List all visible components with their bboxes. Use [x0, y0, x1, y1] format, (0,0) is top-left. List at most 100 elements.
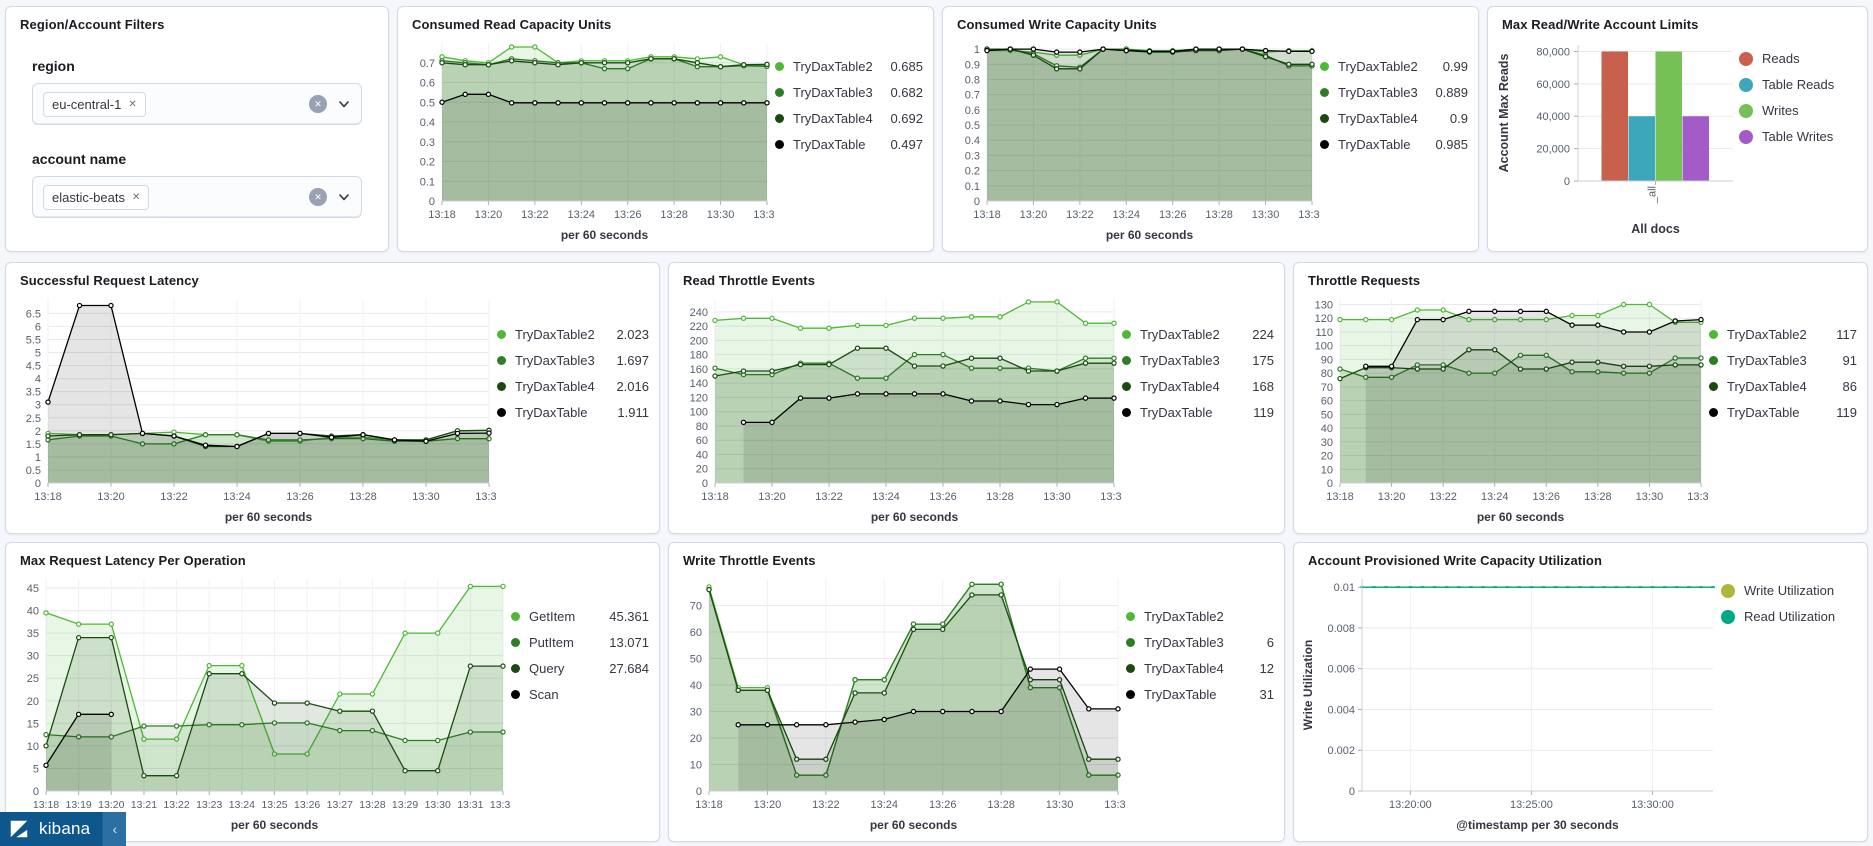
throttle-requests-chart[interactable]: 13:18 13:20 13:22 13:24 13:26 13:28 13:30 13:32…: [1300, 291, 1709, 529]
legend-item-trydaxtable[interactable]: TryDaxTable 119: [1709, 405, 1857, 420]
svg-text:70: 70: [690, 601, 702, 613]
chart-legend: TryDaxTable2 117 TryDaxTable3 91 TryDaxTable…: [1709, 291, 1861, 529]
legend-item-trydaxtable[interactable]: TryDaxTable 31: [1126, 687, 1274, 702]
svg-text:0.2: 0.2: [965, 166, 980, 178]
successful-request-latency-chart[interactable]: 13:18 13:20 13:22 13:24 13:26 13:28 13:30 13:32…: [12, 291, 497, 529]
legend-item-trydaxtable3[interactable]: TryDaxTable3 91: [1709, 353, 1857, 368]
legend-value: 119: [1836, 405, 1857, 420]
legend-item-trydaxtable4[interactable]: TryDaxTable4 0.692: [775, 111, 923, 126]
legend-item-trydaxtable2[interactable]: TryDaxTable2 0.685: [775, 59, 923, 74]
svg-text:220: 220: [690, 321, 708, 333]
legend-label: TryDaxTable2: [1144, 609, 1224, 624]
legend-item-trydaxtable[interactable]: TryDaxTable 1.911: [497, 405, 649, 420]
y-axis: 0 10 20 30 40 50 60 70: [690, 601, 702, 799]
svg-text:10: 10: [1321, 464, 1333, 476]
svg-text:0.3: 0.3: [965, 150, 980, 162]
kibana-logo[interactable]: kibana: [0, 812, 103, 846]
svg-text:13:30:00: 13:30:00: [1631, 799, 1674, 811]
legend-item-trydaxtable2[interactable]: TryDaxTable2: [1126, 609, 1274, 624]
legend-label: GetItem: [529, 609, 576, 624]
chevron-down-icon[interactable]: [337, 97, 351, 111]
panel-title: Write Throttle Events: [683, 553, 816, 568]
svg-text:1.5: 1.5: [26, 439, 41, 451]
collapse-nav-button[interactable]: ‹: [102, 812, 127, 846]
legend-swatch: [497, 408, 506, 417]
svg-text:13:24: 13:24: [223, 491, 251, 503]
svg-text:13:22: 13:22: [1429, 491, 1457, 503]
legend-item-scan[interactable]: Scan: [511, 687, 649, 702]
legend-item-trydaxtable[interactable]: TryDaxTable 0.985: [1320, 137, 1468, 152]
clear-selection-icon[interactable]: ✕: [309, 95, 327, 113]
svg-text:13:30: 13:30: [1043, 491, 1071, 503]
legend-item-query[interactable]: Query 27.684: [511, 661, 649, 676]
svg-text:2: 2: [35, 426, 41, 438]
legend-item-writes[interactable]: Writes: [1739, 103, 1857, 118]
svg-text:13:26: 13:26: [1159, 209, 1187, 221]
account-combobox[interactable]: elastic-beats ✕ ✕: [32, 176, 362, 218]
legend-label: Write Utilization: [1744, 583, 1835, 598]
legend-item-table-writes[interactable]: Table Writes: [1739, 129, 1857, 144]
clear-selection-icon[interactable]: ✕: [309, 188, 327, 206]
legend-item-trydaxtable[interactable]: TryDaxTable 119: [1122, 405, 1274, 420]
legend-item-trydaxtable4[interactable]: TryDaxTable4 86: [1709, 379, 1857, 394]
legend-value: 1.911: [617, 405, 649, 420]
svg-text:180: 180: [690, 350, 708, 362]
svg-text:1: 1: [35, 452, 41, 464]
legend-value: 2.016: [616, 379, 649, 394]
svg-text:90: 90: [1321, 354, 1333, 366]
write-throttle-events-chart[interactable]: 13:18 13:20 13:22 13:24 13:26 13:28 13:30 13:32…: [675, 571, 1126, 837]
svg-text:13:19: 13:19: [66, 799, 92, 811]
legend-item-trydaxtable4[interactable]: TryDaxTable4 168: [1122, 379, 1274, 394]
series: [712, 299, 1117, 483]
legend-item-trydaxtable3[interactable]: TryDaxTable3 175: [1122, 353, 1274, 368]
legend-item-trydaxtable2[interactable]: TryDaxTable2 0.99: [1320, 59, 1468, 74]
kibana-logo-icon: [10, 820, 28, 838]
legend-item-trydaxtable2[interactable]: TryDaxTable2 117: [1709, 327, 1857, 342]
legend-label: TryDaxTable3: [515, 353, 595, 368]
legend-swatch: [775, 62, 784, 71]
remove-pill-icon[interactable]: ✕: [128, 98, 137, 110]
svg-text:0.2: 0.2: [420, 157, 435, 169]
chevron-down-icon[interactable]: [337, 190, 351, 204]
legend-item-trydaxtable3[interactable]: TryDaxTable3 6: [1126, 635, 1274, 650]
legend-item-trydaxtable2[interactable]: TryDaxTable2 2.023: [497, 327, 649, 342]
svg-text:13:26: 13:26: [286, 491, 314, 503]
svg-text:0.5: 0.5: [965, 120, 980, 132]
consumed-read-capacity-chart[interactable]: 13:18 13:20 13:22 13:24 13:26 13:28 13:30 13:32…: [404, 35, 775, 247]
svg-text:13:18: 13:18: [1326, 491, 1354, 503]
read-throttle-events-chart[interactable]: 13:18 13:20 13:22 13:24 13:26 13:28 13:30 13:32…: [675, 291, 1122, 529]
svg-text:13:26: 13:26: [929, 491, 957, 503]
svg-text:13:20: 13:20: [97, 491, 125, 503]
legend-item-getitem[interactable]: GetItem 45.361: [511, 609, 649, 624]
legend-item-trydaxtable3[interactable]: TryDaxTable3 0.682: [775, 85, 923, 100]
legend-item-table-reads[interactable]: Table Reads: [1739, 77, 1857, 92]
consumed-write-capacity-chart[interactable]: 13:18 13:20 13:22 13:24 13:26 13:28 13:30 13:32…: [949, 35, 1320, 247]
account-filter-pill[interactable]: elastic-beats ✕: [43, 184, 150, 210]
legend-item-write-utilization[interactable]: Write Utilization: [1721, 583, 1857, 598]
svg-text:13:30: 13:30: [1636, 491, 1664, 503]
max-request-latency-chart[interactable]: 13:18 13:19 13:20 13:21 13:22 13:23 13:24 13:25…: [12, 571, 511, 837]
legend-value: 168: [1252, 379, 1274, 394]
legend-swatch: [497, 330, 506, 339]
legend-item-trydaxtable3[interactable]: TryDaxTable3 0.889: [1320, 85, 1468, 100]
legend-value: 0.692: [890, 111, 923, 126]
max-read-write-limits-chart[interactable]: 0 20,000 40,000 60,000 80,000 _all All docs Acc…: [1494, 35, 1739, 247]
write-capacity-utilization-chart[interactable]: 13:20:00 13:25:00 13:30:00 @timestamp per 3…: [1300, 571, 1721, 837]
legend-item-trydaxtable4[interactable]: TryDaxTable4 12: [1126, 661, 1274, 676]
legend-item-trydaxtable[interactable]: TryDaxTable 0.497: [775, 137, 923, 152]
legend-item-putitem[interactable]: PutItem 13.071: [511, 635, 649, 650]
region-filter-pill[interactable]: eu-central-1 ✕: [43, 91, 146, 117]
legend-swatch: [1721, 583, 1735, 598]
legend-item-reads[interactable]: Reads: [1739, 51, 1857, 66]
remove-pill-icon[interactable]: ✕: [131, 191, 141, 203]
legend-label: TryDaxTable2: [515, 327, 595, 342]
region-combobox[interactable]: eu-central-1 ✕ ✕: [32, 83, 362, 125]
svg-text:13:20: 13:20: [758, 491, 786, 503]
legend-item-trydaxtable2[interactable]: TryDaxTable2 224: [1122, 327, 1274, 342]
legend-item-trydaxtable4[interactable]: TryDaxTable4 2.016: [497, 379, 649, 394]
legend-item-read-utilization[interactable]: Read Utilization: [1721, 609, 1857, 624]
svg-text:1: 1: [974, 44, 980, 56]
legend-item-trydaxtable4[interactable]: TryDaxTable4 0.9: [1320, 111, 1468, 126]
legend-item-trydaxtable3[interactable]: TryDaxTable3 1.697: [497, 353, 649, 368]
chart-legend: TryDaxTable2 0.99 TryDaxTable3 0.889 TryDaxT…: [1320, 35, 1472, 247]
